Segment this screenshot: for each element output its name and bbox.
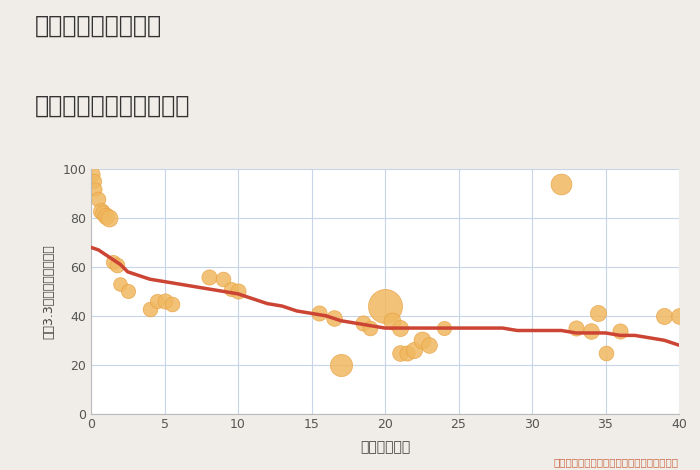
Point (593, 310, 604, 317)
Point (144, 305, 155, 312)
Text: 円の大きさは、取引のあった物件面積を示す: 円の大きさは、取引のあった物件面積を示す (554, 458, 679, 468)
Text: 埼玉県鴻巣市人形の: 埼玉県鴻巣市人形の (35, 14, 162, 38)
Point (365, 324, 376, 332)
Point (314, 310, 325, 317)
Point (379, 302, 391, 310)
Point (424, 341, 435, 349)
Point (394, 349, 405, 356)
Point (159, 298, 170, 305)
Point (673, 312, 685, 320)
Point (218, 275, 229, 283)
Point (203, 273, 214, 281)
Text: 築年数別中古戸建て価格: 築年数別中古戸建て価格 (35, 94, 190, 118)
Point (96, 207, 107, 214)
Point (103, 214, 114, 222)
Point (438, 324, 449, 332)
Point (615, 327, 626, 334)
Point (122, 288, 133, 295)
Point (386, 317, 398, 324)
Point (570, 324, 582, 332)
Point (402, 349, 413, 356)
Point (358, 320, 369, 327)
Point (600, 349, 611, 356)
Point (167, 300, 178, 307)
Point (151, 298, 162, 305)
Point (659, 312, 670, 320)
Point (87, 170, 98, 178)
Point (585, 327, 596, 334)
Point (97, 210, 108, 217)
Point (416, 337, 427, 344)
Point (90, 185, 101, 193)
Point (88, 178, 99, 185)
Point (556, 180, 567, 188)
Point (394, 324, 405, 332)
Point (232, 288, 244, 295)
Point (112, 261, 123, 268)
Point (108, 258, 119, 266)
Point (92, 195, 104, 202)
Point (328, 314, 340, 322)
Point (335, 361, 346, 368)
Y-axis label: 坪（3.3㎡）単価（万円）: 坪（3.3㎡）単価（万円） (42, 244, 55, 339)
Point (115, 280, 126, 288)
X-axis label: 築年数（年）: 築年数（年） (360, 440, 410, 454)
Point (100, 212, 111, 219)
Point (225, 285, 237, 293)
Point (409, 346, 420, 354)
